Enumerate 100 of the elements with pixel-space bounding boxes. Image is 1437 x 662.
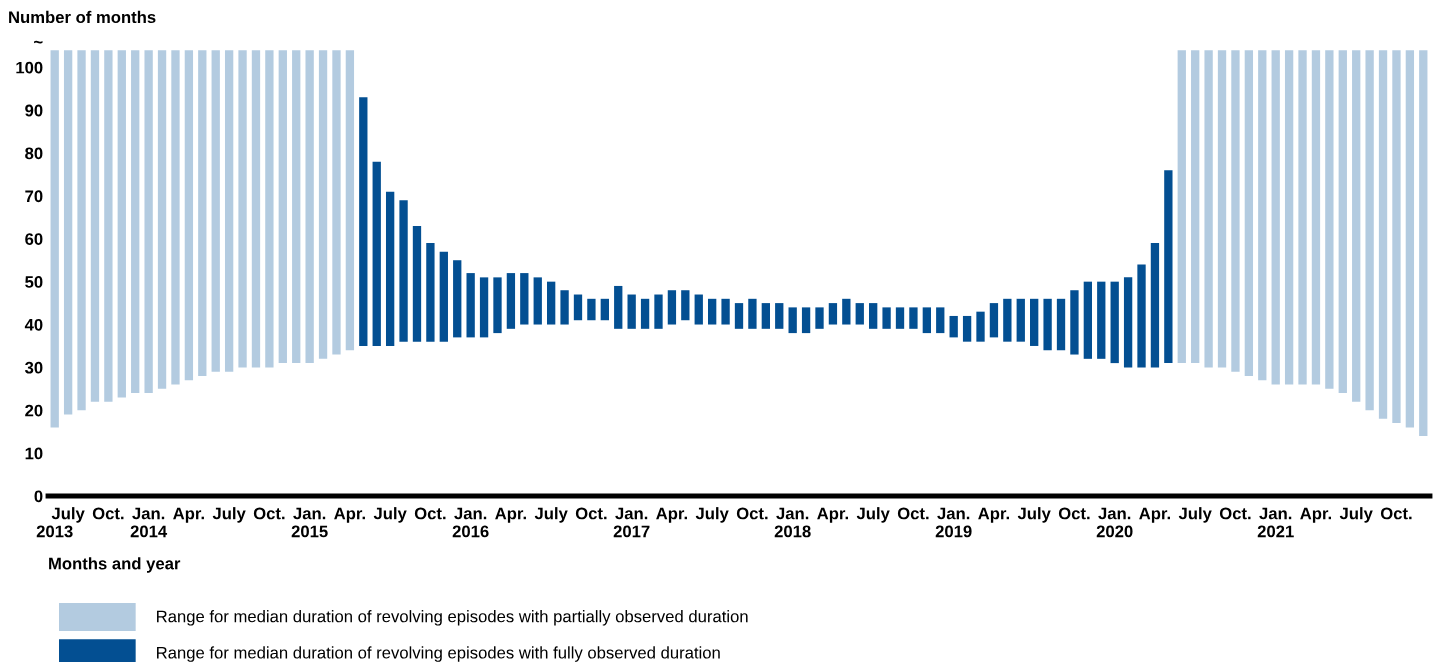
bar [1405, 50, 1415, 428]
bar [1338, 50, 1347, 394]
bar [895, 307, 905, 329]
bar [466, 273, 475, 338]
bar [573, 294, 583, 321]
x-tick-label: Jan. 2017 [613, 507, 650, 538]
bar [587, 298, 596, 321]
legend-label: Range for median duration of revolving episodes with fully observed duration [157, 646, 720, 662]
bar [292, 50, 301, 364]
bar [1003, 298, 1012, 342]
bar [332, 50, 341, 355]
x-tick-label: Apr. [817, 507, 848, 523]
bar [385, 191, 395, 346]
y-tick-label: 30 [24, 361, 43, 374]
x-tick-label: Apr. [173, 507, 204, 523]
bar [654, 294, 663, 329]
bar [117, 50, 126, 398]
bar [251, 50, 261, 368]
bar [694, 294, 703, 325]
x-axis-title: Months and year [49, 557, 181, 573]
bar [63, 50, 73, 415]
bar [936, 307, 945, 334]
bar [493, 277, 502, 334]
bar [922, 307, 931, 334]
bar [842, 298, 851, 325]
bar [1311, 50, 1321, 385]
y-tick-label: 100 [16, 61, 43, 74]
y-tick-label: 70 [25, 190, 43, 203]
bar [453, 260, 462, 338]
bar [305, 50, 314, 364]
bar [278, 50, 287, 364]
bar [1204, 50, 1213, 368]
bar [157, 50, 167, 389]
x-tick-label: July [1339, 507, 1373, 523]
bar [50, 50, 59, 428]
bar [761, 303, 770, 329]
x-tick-label: July [373, 507, 407, 523]
bar [506, 273, 516, 329]
bar [1164, 170, 1173, 364]
x-tick-label: Oct. [253, 507, 285, 520]
x-tick-label: Apr. [495, 507, 526, 523]
bar [184, 50, 194, 381]
bar [1231, 50, 1240, 372]
bar [815, 307, 824, 329]
bar [1419, 50, 1428, 436]
bar [681, 290, 690, 321]
bar [90, 50, 100, 402]
bar [949, 315, 958, 338]
bar [265, 50, 274, 368]
bar [1150, 243, 1160, 368]
bar [909, 307, 918, 329]
bar [667, 290, 677, 325]
bar [412, 225, 422, 342]
bar [1271, 50, 1280, 385]
x-tick-label: Oct. [414, 507, 446, 520]
y-axis-title: Number of months [9, 10, 156, 24]
bar [734, 303, 744, 329]
bar [533, 277, 542, 325]
legend-label: Range for median duration of revolving episodes with partially observed duration [157, 610, 748, 626]
y-tick-label: 80 [25, 147, 43, 160]
bar [372, 161, 381, 346]
bar [708, 298, 717, 325]
x-tick-label: July [534, 507, 568, 523]
bar [1392, 50, 1401, 424]
y-tick-label: 50 [25, 276, 43, 288]
bar [1298, 50, 1307, 385]
bar [224, 50, 234, 372]
bar [801, 307, 811, 334]
bar [788, 307, 797, 334]
x-tick-label: Oct. [575, 507, 607, 520]
x-tick-label: July [856, 507, 890, 523]
bar [1191, 50, 1200, 364]
bar [359, 97, 368, 346]
y-tick-label: 20 [25, 404, 43, 417]
y-tick-label: 60 [25, 233, 43, 245]
bar [1043, 298, 1052, 351]
x-tick-label: Apr. [334, 507, 365, 523]
bar [1110, 281, 1119, 364]
bar [211, 50, 220, 372]
x-tick-label: Oct. [1380, 507, 1412, 520]
bar [560, 290, 569, 325]
bar [882, 307, 891, 329]
bar [144, 50, 153, 394]
bar [1244, 50, 1254, 376]
bar [1177, 50, 1186, 364]
x-tick-label: Jan. 2018 [774, 507, 811, 538]
bar [1284, 50, 1294, 385]
bar [479, 277, 489, 338]
y-tick-label: 0 [34, 490, 43, 503]
bar [962, 315, 972, 342]
bar [828, 303, 838, 325]
bar [976, 311, 985, 342]
bar [1083, 281, 1093, 359]
bar [198, 50, 207, 376]
bar [640, 298, 650, 329]
bar [1137, 264, 1146, 368]
x-tick-label: July [212, 507, 246, 523]
bar [1097, 281, 1106, 359]
bar [869, 303, 878, 329]
bar [1016, 298, 1025, 342]
